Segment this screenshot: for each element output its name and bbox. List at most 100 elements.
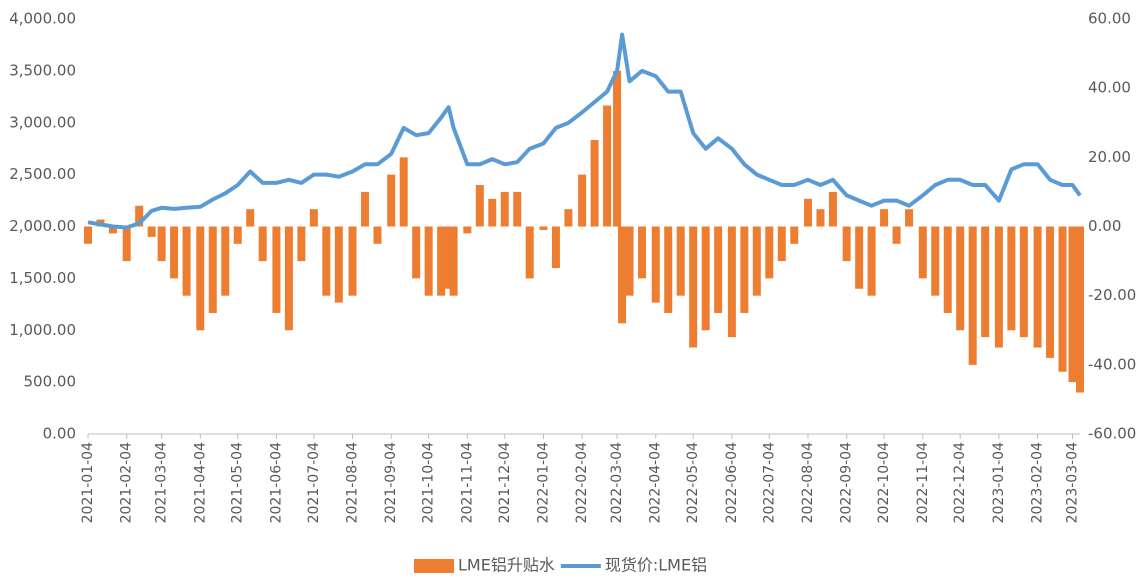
bar — [790, 226, 799, 244]
bar — [539, 226, 548, 230]
bar — [246, 209, 255, 227]
bar — [182, 226, 191, 296]
bar — [981, 226, 990, 338]
bar — [578, 174, 587, 227]
bar — [943, 226, 952, 313]
bar — [221, 226, 230, 296]
bar — [1033, 226, 1042, 348]
bar — [122, 226, 131, 262]
line — [87, 32, 1082, 230]
bar — [564, 209, 573, 227]
y2-tick-label: 0.00 — [1088, 217, 1121, 235]
bar — [816, 209, 825, 227]
bar — [551, 226, 560, 268]
y-tick-label: 500.00 — [24, 373, 77, 391]
bar — [373, 226, 382, 244]
bar — [488, 198, 497, 227]
x-tick-label: 2022-05-04 — [685, 442, 701, 523]
x-tick-label: 2021-05-04 — [230, 442, 246, 523]
bar — [676, 226, 685, 296]
bar — [322, 226, 331, 296]
bar — [500, 191, 509, 227]
bar — [618, 226, 627, 324]
y2-tick-label: -20.00 — [1088, 286, 1136, 304]
x-tick-label: 2022-08-04 — [800, 442, 816, 523]
bar — [525, 226, 534, 279]
x-tick-label: 2021-12-04 — [497, 442, 513, 523]
y-tick-label: 4,000.00 — [9, 10, 76, 28]
bar — [803, 198, 812, 227]
x-tick-label: 2021-09-04 — [383, 442, 399, 523]
y-tick-label: 1,000.00 — [9, 321, 76, 339]
bar — [196, 226, 205, 331]
bar — [651, 226, 660, 303]
bar — [740, 226, 749, 313]
bar — [905, 209, 914, 227]
bar — [309, 209, 318, 227]
x-tick-label: 2021-02-04 — [119, 442, 135, 523]
bar — [590, 140, 599, 227]
bar — [437, 226, 446, 296]
bar — [1076, 226, 1084, 393]
x-tick-label: 2021-04-04 — [192, 442, 208, 523]
x-tick-label: 2022-10-04 — [876, 442, 892, 523]
bar — [892, 226, 901, 244]
bar — [603, 105, 612, 227]
x-tick-label: 2022-03-04 — [609, 442, 625, 523]
x-tick-label: 2021-11-04 — [459, 442, 475, 523]
bar — [170, 226, 179, 279]
x-tick-label: 2021-10-04 — [421, 442, 437, 523]
x-tick-label: 2022-09-04 — [839, 442, 855, 523]
bar — [867, 226, 876, 296]
bar — [689, 226, 698, 348]
bar — [956, 226, 965, 331]
bar — [625, 226, 634, 296]
x-tick-label: 2022-06-04 — [724, 442, 740, 523]
y2-tick-label: 40.00 — [1088, 79, 1131, 97]
x-tick-label: 2021-03-04 — [154, 442, 170, 523]
bar — [348, 226, 357, 296]
bar — [828, 191, 837, 227]
x-tick-label: 2022-07-04 — [761, 442, 777, 523]
bar — [258, 226, 267, 262]
bar — [424, 226, 433, 296]
y-tick-label: 1,500.00 — [9, 269, 76, 287]
bar — [513, 191, 522, 227]
bar — [1019, 226, 1028, 338]
x-tick-label: 2022-01-04 — [535, 442, 551, 523]
y2-tick-label: -60.00 — [1088, 425, 1136, 443]
x-tick-label: 2023-01-04 — [991, 442, 1007, 523]
bar — [387, 174, 396, 227]
y2-tick-label: 60.00 — [1088, 10, 1131, 28]
bar — [727, 226, 736, 338]
bar — [1007, 226, 1016, 331]
x-tick-label: 2022-04-04 — [648, 442, 664, 523]
x-tick-label: 2021-07-04 — [306, 442, 322, 523]
x-tick-label: 2022-12-04 — [952, 442, 968, 523]
y2-tick-label: 20.00 — [1088, 148, 1131, 166]
bar — [994, 226, 1003, 348]
y-tick-label: 3,000.00 — [9, 113, 76, 131]
bar — [613, 70, 622, 227]
legend-label: LME铝升贴水 — [458, 556, 555, 575]
bar — [1046, 226, 1055, 358]
bar — [272, 226, 281, 313]
bar — [108, 226, 117, 234]
bar — [334, 226, 343, 303]
bar — [233, 226, 242, 244]
bar — [84, 226, 92, 244]
bar — [701, 226, 710, 331]
y-tick-label: 3,500.00 — [9, 61, 76, 79]
bar — [765, 226, 774, 279]
bar — [147, 226, 156, 237]
y-tick-label: 2,500.00 — [9, 165, 76, 183]
bar — [855, 226, 864, 289]
bar — [1068, 226, 1077, 383]
y2-tick-label: -40.00 — [1088, 355, 1136, 373]
bar — [1058, 226, 1067, 372]
bar — [714, 226, 723, 313]
x-tick-label: 2021-06-04 — [268, 442, 284, 523]
bar — [449, 226, 458, 296]
bar — [752, 226, 761, 296]
